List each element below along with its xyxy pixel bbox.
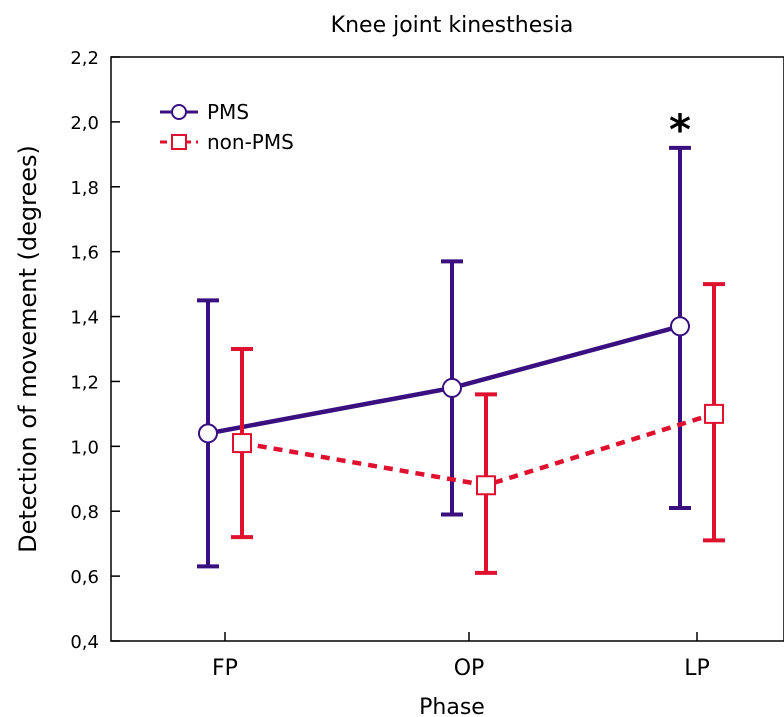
x-tick-label: FP <box>212 656 238 681</box>
y-tick-label: 1,0 <box>70 437 99 458</box>
series-line <box>241 411 715 488</box>
data-point-square <box>232 433 252 454</box>
y-axis: 0,4 0,6 0,8 1,0 1,2 1,4 1,6 1,8 2,0 2,2 <box>70 48 120 653</box>
y-tick-label: 0,4 <box>70 632 99 653</box>
data-point-square <box>476 475 496 496</box>
data-point-circle <box>442 377 462 398</box>
plot-frame <box>110 56 784 642</box>
y-tick-label: 0,8 <box>70 502 99 523</box>
legend-marker-square <box>171 134 187 150</box>
y-tick-label: 2,2 <box>70 48 99 69</box>
series-layer <box>197 145 725 575</box>
y-axis-label: Detection of movement (degrees) <box>14 145 42 553</box>
chart-title: Knee joint kinesthesia <box>331 13 574 38</box>
x-tick-label: LP <box>684 656 710 681</box>
y-tick-label: 1,8 <box>70 178 99 199</box>
series-non-pms <box>231 282 725 575</box>
data-point-square <box>704 403 724 424</box>
legend-marker-circle <box>171 104 187 120</box>
annotations: * <box>669 105 691 154</box>
x-tick-label: OP <box>454 656 485 681</box>
y-tick-label: 1,6 <box>70 243 99 264</box>
x-axis: FP OP LP <box>212 632 710 681</box>
y-tick-label: 0,6 <box>70 567 99 588</box>
legend-label: non-PMS <box>207 130 294 154</box>
series-line <box>207 324 681 436</box>
data-point-circle <box>670 316 690 337</box>
y-tick-label: 1,4 <box>70 308 99 329</box>
data-point-circle <box>198 423 218 444</box>
series-pms <box>197 145 691 569</box>
x-axis-label: Phase <box>419 695 485 717</box>
y-tick-label: 2,0 <box>70 113 99 134</box>
legend-label: PMS <box>207 100 249 124</box>
y-tick-label: 1,2 <box>70 372 99 393</box>
legend: PMS non-PMS <box>160 100 294 154</box>
significance-star: * <box>669 105 691 154</box>
